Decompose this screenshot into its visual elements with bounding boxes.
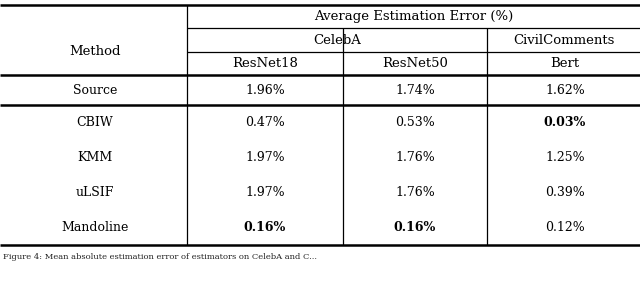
Text: Method: Method <box>69 45 121 58</box>
Text: 1.96%: 1.96% <box>245 83 285 97</box>
Text: 1.97%: 1.97% <box>245 186 285 199</box>
Text: 0.53%: 0.53% <box>395 116 435 129</box>
Text: CelebA: CelebA <box>313 34 361 47</box>
Text: 0.03%: 0.03% <box>544 116 586 129</box>
Text: uLSIF: uLSIF <box>76 186 114 199</box>
Text: CBIW: CBIW <box>77 116 113 129</box>
Text: 0.12%: 0.12% <box>545 221 585 234</box>
Text: Mandoline: Mandoline <box>61 221 129 234</box>
Text: 1.76%: 1.76% <box>395 151 435 164</box>
Text: ResNet50: ResNet50 <box>382 57 448 70</box>
Text: Bert: Bert <box>550 57 580 70</box>
Text: 0.16%: 0.16% <box>394 221 436 234</box>
Text: 0.47%: 0.47% <box>245 116 285 129</box>
Text: Source: Source <box>73 83 117 97</box>
Text: Average Estimation Error (%): Average Estimation Error (%) <box>314 10 513 23</box>
Text: Figure 4: Mean absolute estimation error of estimators on CelebA and C...: Figure 4: Mean absolute estimation error… <box>3 253 317 261</box>
Text: 1.97%: 1.97% <box>245 151 285 164</box>
Text: KMM: KMM <box>77 151 113 164</box>
Text: 1.25%: 1.25% <box>545 151 585 164</box>
Text: ResNet18: ResNet18 <box>232 57 298 70</box>
Text: 1.74%: 1.74% <box>395 83 435 97</box>
Text: 1.62%: 1.62% <box>545 83 585 97</box>
Text: CivilComments: CivilComments <box>513 34 614 47</box>
Text: 0.39%: 0.39% <box>545 186 585 199</box>
Text: 1.76%: 1.76% <box>395 186 435 199</box>
Text: 0.16%: 0.16% <box>244 221 286 234</box>
